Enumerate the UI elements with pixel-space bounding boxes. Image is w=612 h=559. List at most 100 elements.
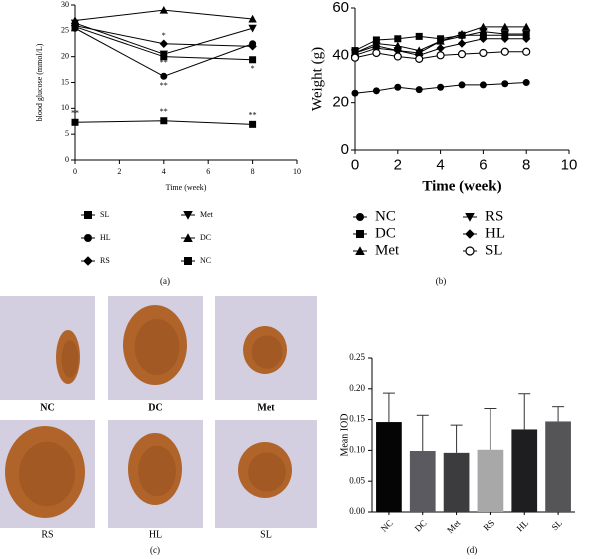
x-axis-label: Time (week) xyxy=(166,183,207,192)
x-tick-label: 10 xyxy=(561,156,578,173)
error-bar xyxy=(450,424,463,453)
x-tick-label: SL xyxy=(549,518,564,533)
tissue-texture xyxy=(0,296,95,400)
x-tick-label: 4 xyxy=(162,167,166,176)
marker xyxy=(249,56,257,64)
y-axis-label: Mean IOD xyxy=(339,413,350,456)
marker xyxy=(356,230,364,238)
y-tick-label: 0.05 xyxy=(349,475,365,485)
y-tick-label: 5 xyxy=(65,129,69,138)
x-tick-label: 8 xyxy=(251,167,255,176)
x-tick-label: 6 xyxy=(479,156,487,173)
x-tick-label: 6 xyxy=(206,167,210,176)
annotation: ** xyxy=(160,81,168,90)
x-tick-label: 2 xyxy=(117,167,121,176)
marker xyxy=(465,213,475,222)
marker xyxy=(350,53,360,62)
y-tick-label: 0.15 xyxy=(349,414,365,424)
marker xyxy=(465,229,475,239)
legend-label: RS xyxy=(485,208,503,224)
y-tick-label: 20 xyxy=(61,51,69,60)
marker xyxy=(70,16,80,24)
islet-core xyxy=(134,319,180,375)
y-tick-label: 40 xyxy=(332,46,349,63)
marker xyxy=(415,32,423,40)
x-tick-label: 0 xyxy=(351,156,359,173)
marker xyxy=(437,83,445,91)
marker xyxy=(436,51,445,60)
y-tick-label: 0 xyxy=(341,141,349,158)
marker xyxy=(394,83,402,91)
marker xyxy=(415,54,424,63)
error-bar xyxy=(484,408,497,450)
legend-label: NC xyxy=(200,256,211,265)
marker xyxy=(183,211,193,220)
marker xyxy=(159,39,168,48)
image-label: SL xyxy=(260,529,272,540)
marker xyxy=(500,30,509,39)
bar xyxy=(545,421,571,512)
marker xyxy=(457,39,467,48)
image-label: NC xyxy=(40,402,54,413)
annotation: ** xyxy=(160,58,168,67)
y-tick-label: 0.00 xyxy=(349,506,365,516)
marker xyxy=(355,246,365,255)
marker xyxy=(522,22,531,31)
marker xyxy=(436,44,445,53)
marker xyxy=(248,24,257,33)
x-tick-label: 8 xyxy=(522,156,530,173)
x-tick-label: 10 xyxy=(293,167,301,176)
legend-label: HL xyxy=(100,233,111,242)
legend-label: Met xyxy=(200,210,214,219)
x-tick-label: RS xyxy=(481,518,496,533)
marker xyxy=(500,34,509,43)
marker xyxy=(184,257,192,265)
islet-core xyxy=(19,441,75,507)
marker xyxy=(415,86,423,94)
marker xyxy=(84,211,92,219)
marker xyxy=(71,118,79,126)
legend-label: DC xyxy=(200,233,211,242)
panel-caption: (b) xyxy=(436,276,447,286)
marker xyxy=(160,72,168,80)
marker xyxy=(522,79,530,87)
annotation: * xyxy=(162,42,166,51)
marker xyxy=(160,117,168,125)
panel-caption: (a) xyxy=(160,276,170,286)
y-tick-label: 30 xyxy=(61,0,69,9)
error-bar xyxy=(416,414,429,452)
islet-core xyxy=(251,335,283,369)
marker xyxy=(393,52,402,61)
y-tick-label: 0.20 xyxy=(349,383,365,393)
marker xyxy=(394,35,402,43)
marker xyxy=(393,46,402,55)
x-tick-label: DC xyxy=(413,518,429,534)
x-tick-label: 4 xyxy=(436,156,444,173)
panel-caption: (d) xyxy=(467,545,478,555)
x-tick-label: 0 xyxy=(73,167,77,176)
bar xyxy=(376,422,402,512)
legend-label: HL xyxy=(485,225,505,241)
marker xyxy=(248,14,257,23)
marker xyxy=(351,89,359,97)
x-tick-label: Met xyxy=(445,517,463,535)
marker xyxy=(457,32,467,41)
y-tick-label: 60 xyxy=(332,0,349,16)
y-tick-label: 10 xyxy=(61,103,69,112)
x-tick-label: NC xyxy=(379,518,395,534)
islet-core xyxy=(248,452,286,492)
y-axis-label: blood glucose (mmol/L) xyxy=(35,43,44,121)
error-bar xyxy=(382,392,395,423)
marker xyxy=(479,28,488,36)
y-tick-label: 0 xyxy=(65,155,69,164)
marker xyxy=(479,34,488,43)
marker xyxy=(183,233,193,242)
marker xyxy=(500,47,509,56)
marker xyxy=(436,37,445,46)
y-tick-label: 20 xyxy=(332,94,349,111)
marker xyxy=(160,53,168,61)
annotation: ** xyxy=(160,107,168,116)
annotation: ** xyxy=(249,110,257,119)
